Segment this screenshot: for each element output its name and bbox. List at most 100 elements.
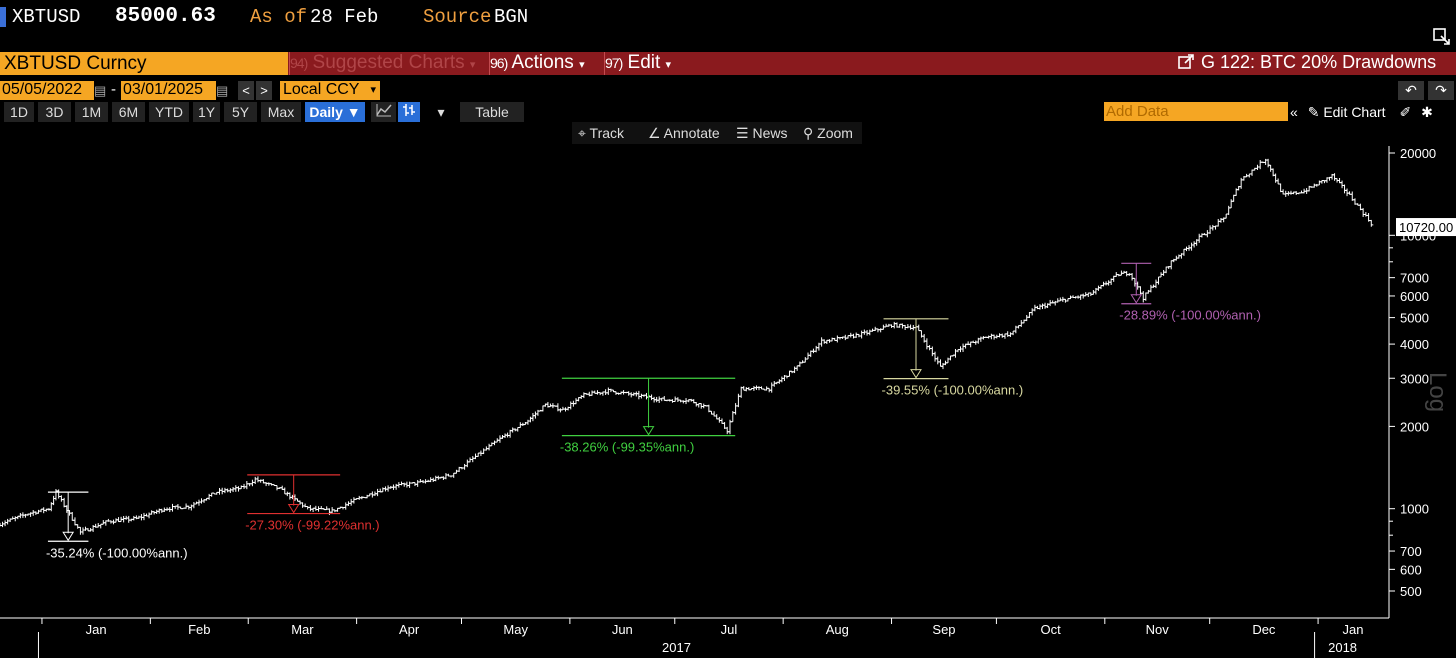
bar-chart-icon[interactable]	[398, 102, 420, 122]
price-bar	[1153, 279, 1158, 289]
security-header: XBTUSD 85000.63 As of 28 Feb Source BGN	[0, 0, 1456, 45]
edit-chart-button[interactable]: Edit Chart	[1323, 104, 1386, 120]
period-ytd[interactable]: YTD	[149, 102, 189, 122]
price-bar	[121, 515, 126, 523]
y-tick-label: 3000	[1400, 371, 1429, 386]
price-bar	[114, 518, 119, 523]
x-month-label: Jan	[1343, 622, 1364, 637]
x-month-label: Jun	[612, 622, 633, 637]
price-bar	[1019, 320, 1024, 327]
price-bar	[1332, 173, 1337, 181]
price-bar	[1273, 173, 1278, 183]
price-bar	[657, 396, 662, 403]
price-bar	[1043, 302, 1048, 309]
chart-type-dropdown[interactable]: ▾	[428, 102, 454, 122]
price-bar	[1216, 218, 1221, 227]
price-bar	[606, 387, 611, 395]
price-bar	[867, 329, 872, 336]
price-bar	[1008, 332, 1013, 337]
news-tool[interactable]: ☰ News	[736, 122, 787, 144]
price-bar	[696, 403, 701, 408]
redo-icon[interactable]: ↷	[1428, 81, 1454, 100]
price-bar	[510, 427, 515, 433]
y-tick-label: 1000	[1400, 502, 1429, 517]
source-value[interactable]: BGN	[494, 6, 529, 28]
calendar-icon[interactable]: ▤	[216, 81, 229, 100]
drawdown-annotation: -38.26% (-99.35%ann.)	[560, 377, 736, 455]
add-data-input[interactable]: Add Data	[1104, 102, 1288, 121]
zoom-tool[interactable]: ⚲ Zoom	[803, 122, 853, 144]
drawdown-annotation: -28.89% (-100.00%ann.)	[1119, 262, 1261, 323]
line-chart-icon[interactable]	[371, 102, 396, 122]
price-bar	[924, 338, 929, 350]
suggested-charts-menu[interactable]: 94) Suggested Charts ▾	[289, 52, 488, 75]
period-1d[interactable]: 1D	[4, 102, 34, 122]
end-date-input[interactable]: 03/01/2025	[121, 81, 217, 100]
price-bar	[1276, 178, 1281, 185]
price-bar	[253, 476, 258, 485]
price-bar	[231, 486, 236, 493]
zoom-label: Zoom	[817, 125, 853, 141]
y-tick-label: 2000	[1400, 419, 1429, 434]
price-bar	[916, 324, 921, 332]
price-bar	[75, 524, 80, 529]
period-3d[interactable]: 3D	[38, 102, 71, 122]
edit-menu[interactable]: 97) Edit ▾	[604, 52, 691, 75]
chart-title[interactable]: G 122: BTC 20% Drawdowns	[1178, 52, 1436, 75]
next-period-button[interactable]: >	[256, 81, 272, 100]
news-label: News	[752, 125, 788, 141]
price-bar	[639, 393, 644, 399]
popout-icon[interactable]	[1433, 28, 1451, 51]
price-bar	[233, 485, 238, 492]
ticker-flag	[0, 7, 6, 27]
security-field[interactable]: XBTUSD Curncy	[0, 52, 288, 75]
gear-icon[interactable]: ✱	[1421, 104, 1433, 120]
table-button[interactable]: Table	[460, 102, 524, 122]
edit-legend-icon[interactable]: ✐	[1399, 104, 1412, 120]
period-1y[interactable]: 1Y	[193, 102, 220, 122]
price-bar	[1210, 224, 1215, 231]
price-bar	[997, 333, 1002, 338]
frequency-select[interactable]: Daily ▼	[305, 102, 365, 122]
collapse-icon[interactable]: «	[1290, 104, 1298, 120]
price-bar	[935, 356, 940, 365]
chart-title-text: G 122: BTC 20% Drawdowns	[1201, 52, 1437, 72]
suggested-number: 94)	[290, 55, 308, 71]
x-month-label: Mar	[291, 622, 314, 637]
period-5y[interactable]: 5Y	[224, 102, 257, 122]
track-tool[interactable]: ⌖ Track	[578, 122, 624, 144]
start-date-input[interactable]: 05/05/2022	[0, 81, 96, 100]
y-scale-label: Log	[1424, 372, 1451, 412]
pencil-icon[interactable]: ✎	[1307, 104, 1320, 120]
price-bar	[744, 387, 749, 392]
price-chart[interactable]: -35.24% (-100.00%ann.) -27.30% (-99.22%an…	[0, 145, 1456, 658]
prev-period-button[interactable]: <	[238, 81, 254, 100]
price-bar	[1040, 303, 1045, 310]
price-bar	[945, 357, 950, 364]
undo-icon[interactable]: ↶	[1398, 81, 1424, 100]
price-bar	[654, 396, 659, 403]
price-bar	[1226, 205, 1231, 215]
actions-menu[interactable]: 96) Actions ▾	[489, 52, 602, 75]
price-bar	[465, 459, 470, 468]
price-bar	[1032, 304, 1037, 312]
y-tick-label: 600	[1400, 562, 1422, 577]
price-bar	[1317, 180, 1322, 186]
price-bar	[1161, 269, 1166, 276]
price-bar	[59, 495, 64, 502]
drawdown-label: -38.26% (-99.35%ann.)	[560, 440, 694, 455]
price-bar	[154, 509, 159, 514]
track-label: Track	[589, 125, 625, 141]
price-bar	[1342, 184, 1347, 194]
calendar-icon[interactable]: ▤	[94, 81, 107, 100]
price-bar	[402, 482, 407, 487]
price-bar	[1037, 304, 1042, 310]
price-bar	[394, 483, 399, 490]
edit-number: 97)	[605, 55, 623, 71]
period-1m[interactable]: 1M	[75, 102, 108, 122]
currency-select[interactable]: Local CCY ▾	[280, 81, 380, 100]
period-max[interactable]: Max	[261, 102, 301, 122]
price-bar	[1266, 158, 1271, 168]
period-6m[interactable]: 6M	[112, 102, 145, 122]
annotate-tool[interactable]: ∠ Annotate	[648, 122, 720, 144]
